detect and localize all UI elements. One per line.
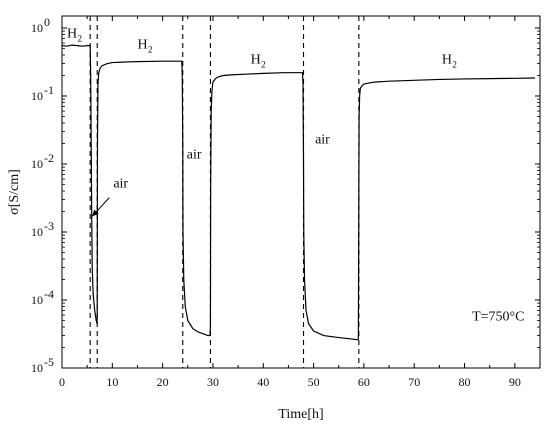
y-tick-label: 10	[31, 157, 43, 171]
x-tick-label: 90	[509, 375, 521, 389]
annotation-h2: H	[137, 37, 147, 52]
dashed-boundaries	[89, 16, 360, 368]
series-line-conductivity	[61, 44, 535, 341]
y-tick-label: 10	[31, 89, 43, 103]
y-tick-label: 10	[31, 293, 43, 307]
annotation-h2: H	[67, 27, 77, 42]
x-tick-label: 80	[459, 375, 471, 389]
y-axis-title: σ[S/cm]	[7, 169, 22, 215]
annotation-h2-subscript: 2	[261, 60, 266, 70]
x-tick-label: 70	[408, 375, 420, 389]
annotation-h2: H	[442, 53, 452, 68]
annotation-label: air	[113, 177, 128, 192]
annotation-h2-subscript: 2	[78, 34, 83, 44]
y-tick-label: 10	[31, 225, 43, 239]
y-tick-label: 10	[31, 21, 43, 35]
x-tick-label: 10	[106, 375, 118, 389]
annotation-label: air	[315, 133, 330, 148]
x-tick-label: 0	[59, 375, 65, 389]
y-tick-label-exponent: -4	[44, 287, 54, 301]
plot-frame	[61, 15, 541, 369]
annotation-label: air	[187, 148, 202, 163]
y-tick-label-exponent: -5	[44, 355, 54, 369]
x-tick-label: 60	[358, 375, 370, 389]
x-axis-title: Time[h]	[278, 407, 323, 422]
annotation-arrow-head	[92, 209, 99, 217]
y-tick-label-exponent: -3	[44, 219, 54, 233]
y-tick-label-exponent: 0	[44, 15, 50, 29]
y-tick-label: 10	[31, 361, 43, 375]
annotation-label: T=750°C	[472, 309, 524, 324]
y-tick-label-exponent: -2	[44, 151, 54, 165]
annotation-h2-subscript: 2	[452, 60, 457, 70]
annotation-h2: H	[251, 53, 261, 68]
y-tick-label-exponent: -1	[44, 83, 54, 97]
annotation-h2-subscript: 2	[148, 44, 153, 54]
x-tick-label: 30	[207, 375, 219, 389]
x-tick-label: 40	[257, 375, 269, 389]
x-tick-label: 50	[308, 375, 320, 389]
x-tick-label: 20	[157, 375, 169, 389]
